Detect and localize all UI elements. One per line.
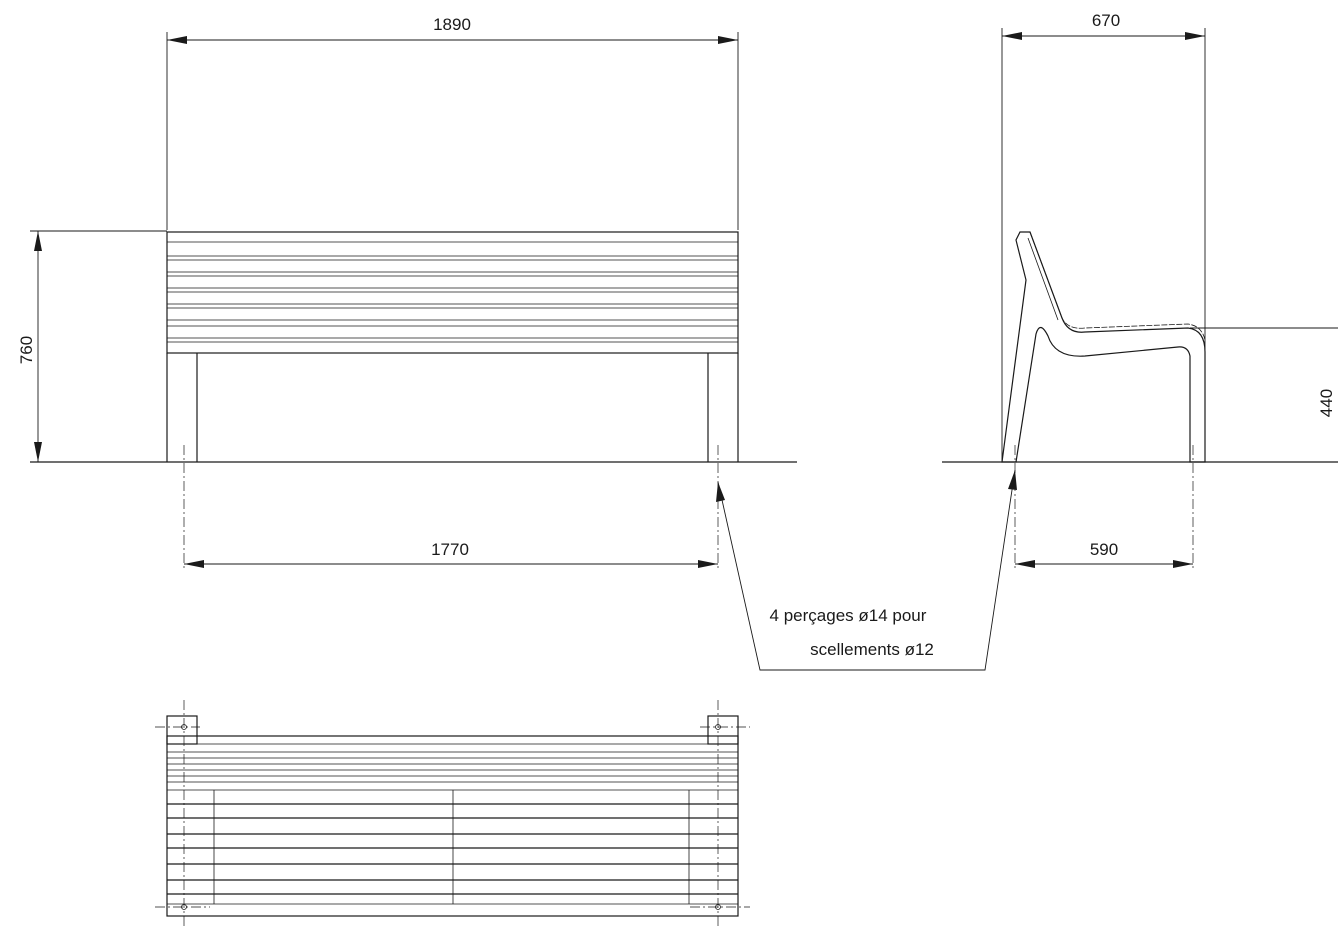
dim-anchor-depth: 590 — [1015, 540, 1193, 568]
dim-overall-width-label: 1890 — [433, 15, 471, 34]
dim-overall-depth-label: 670 — [1092, 11, 1120, 30]
side-view: 670 440 590 — [942, 11, 1338, 570]
front-slats — [166, 231, 739, 354]
dim-anchor-depth-label: 590 — [1090, 540, 1118, 559]
front-legs — [166, 353, 739, 462]
dim-overall-depth: 670 — [1002, 11, 1205, 40]
top-slats — [167, 743, 738, 905]
front-view: 1890 760 1770 — [17, 15, 797, 570]
dim-anchor-spacing: 1770 — [184, 540, 718, 568]
dim-overall-height-label: 760 — [17, 336, 36, 364]
side-profile — [1001, 231, 1206, 463]
top-view — [155, 700, 750, 926]
dim-overall-height: 760 — [17, 230, 167, 462]
dim-overall-width: 1890 — [167, 15, 738, 44]
drilling-note: 4 perçages ø14 pour scellements ø12 — [716, 469, 1017, 671]
drilling-note-line2: scellements ø12 — [810, 640, 934, 659]
dim-seat-height-label: 440 — [1317, 389, 1336, 417]
dim-seat-height: 440 — [1317, 389, 1336, 417]
dim-anchor-spacing-label: 1770 — [431, 540, 469, 559]
drilling-note-line1: 4 perçages ø14 pour — [770, 606, 927, 625]
